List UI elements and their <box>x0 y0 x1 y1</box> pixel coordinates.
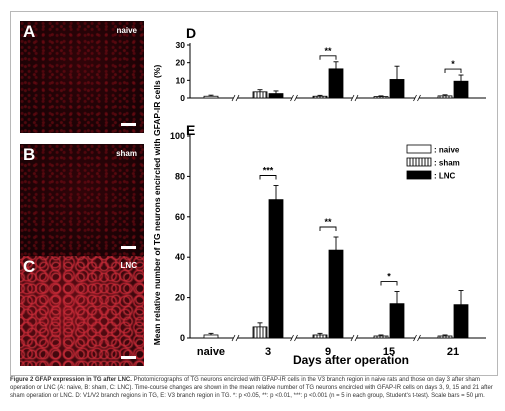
axis-break-mark <box>290 334 294 342</box>
figure-caption: Figure 2 GFAP expression in TG after LNC… <box>10 376 496 400</box>
axis-break <box>292 335 296 341</box>
scale-bar <box>121 356 136 359</box>
axis-break-mark <box>417 334 421 342</box>
bar-lnc-9 <box>328 249 344 339</box>
axis-break-mark <box>290 94 294 102</box>
panel-letter-c: C <box>23 257 36 276</box>
y-tick-label: 10 <box>176 75 186 85</box>
significance-bracket <box>380 281 398 286</box>
y-tick-label: 0 <box>180 333 185 343</box>
legend-label-sham: : sham <box>434 159 460 168</box>
caption-title: Figure 2 GFAP expression in TG after LNC… <box>10 377 132 383</box>
axis-break-mark <box>417 94 421 102</box>
y-axis-label: Mean relative number of TG neurons encir… <box>152 65 162 346</box>
axis-break <box>352 335 357 341</box>
axis-break-mark <box>350 94 355 102</box>
significance-bracket <box>319 55 337 60</box>
significance-label: * <box>451 59 455 69</box>
panel-condition-c: LNC <box>120 261 137 270</box>
micrograph-sham: B sham <box>20 144 144 256</box>
axis-break <box>233 95 238 101</box>
y-tick-label: 60 <box>175 212 185 222</box>
bar-sham-15 <box>373 335 389 339</box>
legend-label-naive: : naive <box>434 146 460 155</box>
y-tick-label: 20 <box>175 293 185 303</box>
axis-break <box>352 95 357 101</box>
y-tick-label: 40 <box>175 252 185 262</box>
legend-label-lnc: : LNC <box>434 172 456 181</box>
x-tick-label-15: 15 <box>383 346 395 358</box>
x-axis-label: Days after operation <box>293 353 409 367</box>
axis-break-mark <box>413 334 417 342</box>
axis-break-mark <box>235 334 240 342</box>
panel-letter-d: D <box>186 25 196 41</box>
axis-break-mark <box>294 94 298 102</box>
bar-lnc-21 <box>453 304 469 339</box>
significance-bracket <box>259 175 277 180</box>
axis-break <box>292 95 296 101</box>
x-tick-label-9: 9 <box>325 346 331 358</box>
significance-bracket <box>444 68 462 74</box>
panel-letter-e: E <box>186 122 195 138</box>
axis-break <box>233 335 238 341</box>
axis-break <box>415 335 419 341</box>
micrograph-lnc: C LNC <box>20 256 144 366</box>
bar-lnc-15 <box>389 303 405 339</box>
panel-letter-a: A <box>23 22 36 41</box>
scale-bar <box>121 246 136 249</box>
x-tick-label-21: 21 <box>447 346 459 358</box>
bar-lnc-3 <box>268 199 284 339</box>
significance-label: * <box>387 272 391 282</box>
bar-lnc-21 <box>453 80 469 99</box>
bar-naive-naive <box>203 95 219 99</box>
bar-lnc-15 <box>389 79 405 99</box>
significance-label: ** <box>324 46 332 56</box>
legend-swatch-naive <box>406 144 432 154</box>
figure-frame: A naive B sham C LNC Mean relative numbe… <box>10 11 498 376</box>
significance-label: ** <box>324 217 332 227</box>
axis-break-mark <box>354 94 359 102</box>
y-tick-label: 0 <box>180 93 185 103</box>
legend-swatch-lnc <box>406 170 432 180</box>
scale-bar <box>121 123 136 126</box>
axis-break-mark <box>350 334 355 342</box>
bar-lnc-3 <box>268 93 284 99</box>
caption-body: Photomicrographs of TG neurons encircled… <box>10 377 493 399</box>
axis-break-mark <box>354 334 359 342</box>
y-tick-label: 20 <box>176 58 186 68</box>
y-tick-label: 100 <box>170 131 185 141</box>
panel-condition-a: naive <box>116 26 137 35</box>
axis-break-mark <box>231 94 236 102</box>
micrograph-naive: A naive <box>20 21 144 133</box>
panel-letter-b: B <box>23 145 36 164</box>
bar-sham-3 <box>252 326 268 339</box>
x-tick-label-3: 3 <box>265 346 271 358</box>
panel-condition-b: sham <box>116 149 137 158</box>
bar-sham-9 <box>312 334 328 339</box>
axis-break-mark <box>231 334 236 342</box>
legend-swatch-sham <box>406 157 432 167</box>
y-tick-label: 80 <box>175 171 185 181</box>
bar-sham-3 <box>252 91 268 99</box>
axis-break-mark <box>235 94 240 102</box>
axis-break <box>415 95 419 101</box>
significance-bracket <box>319 226 337 231</box>
x-tick-label-naive: naive <box>197 346 225 358</box>
bar-naive-naive <box>203 334 219 339</box>
significance-label: *** <box>263 165 274 175</box>
bar-sham-15 <box>373 96 389 99</box>
bar-charts: Mean relative number of TG neurons encir… <box>152 25 486 367</box>
y-tick-label: 30 <box>176 40 186 50</box>
axis-break-mark <box>413 94 417 102</box>
bar-sham-21 <box>437 95 453 99</box>
bar-lnc-9 <box>328 68 344 99</box>
bar-sham-21 <box>437 335 453 339</box>
axis-break-mark <box>294 334 298 342</box>
bar-sham-9 <box>312 95 328 99</box>
